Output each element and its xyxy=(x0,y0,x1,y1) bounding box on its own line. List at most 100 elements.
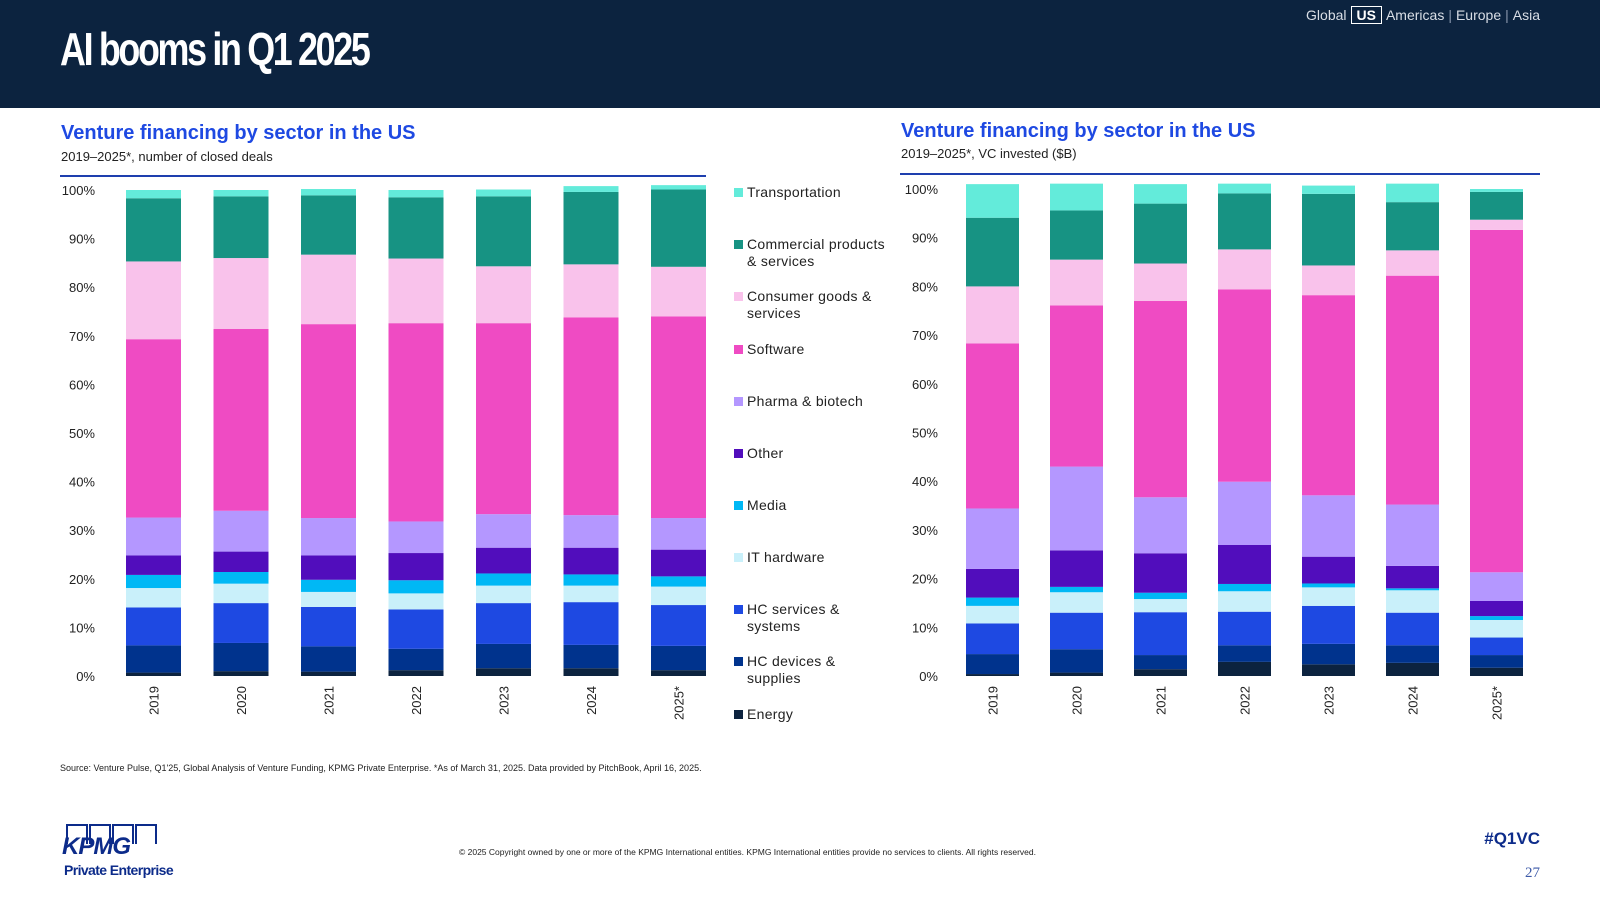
left-bar-segment xyxy=(213,603,269,643)
right-x-tick-label: 2025* xyxy=(1490,686,1505,720)
kpmg-logo-text: KPMG xyxy=(62,833,131,860)
right-bar-segment xyxy=(1470,601,1523,617)
right-y-tick-label: 10% xyxy=(912,620,938,635)
left-bar-segment xyxy=(388,190,444,198)
right-x-tick-label: 2024 xyxy=(1406,686,1421,715)
left-bar-segment xyxy=(126,198,181,262)
left-bar-segment xyxy=(126,645,181,673)
left-bar-segment xyxy=(388,648,444,671)
legend-swatch-icon xyxy=(734,710,743,719)
left-bar-segment xyxy=(301,646,356,672)
left-bar-segment xyxy=(651,185,706,190)
legend-item: Consumer goods & services xyxy=(734,288,872,322)
right-bar-segment xyxy=(1134,203,1187,264)
left-x-tick-label: 2022 xyxy=(409,686,424,715)
legend-swatch-icon xyxy=(734,345,743,354)
left-bar-segment xyxy=(301,555,356,580)
right-bar-segment xyxy=(1386,588,1439,591)
right-y-tick-label: 30% xyxy=(912,523,938,538)
right-bar-segment xyxy=(1302,295,1355,496)
legend-label: Consumer goods & services xyxy=(747,288,872,321)
source-note: Source: Venture Pulse, Q1'25, Global Ana… xyxy=(60,763,702,773)
page-number: 27 xyxy=(1525,865,1540,881)
right-bar-segment xyxy=(1218,193,1271,250)
left-bar-segment xyxy=(563,515,619,548)
left-bar-segment xyxy=(563,668,619,676)
right-bar-segment xyxy=(1386,202,1439,251)
left-y-tick-label: 20% xyxy=(69,572,95,587)
right-bar-segment xyxy=(1470,219,1523,230)
left-bar-segment xyxy=(651,518,706,550)
left-bar-segment xyxy=(651,576,706,587)
left-bar-segment xyxy=(126,339,181,518)
region-europe-link[interactable]: Europe xyxy=(1455,7,1502,23)
left-bar-segment xyxy=(563,574,619,586)
legend-swatch-icon xyxy=(734,657,743,666)
left-bar-segment xyxy=(476,323,531,515)
right-bar-segment xyxy=(1134,263,1187,302)
left-x-tick-label: 2023 xyxy=(497,686,512,715)
legend-item: Commercial products & services xyxy=(734,236,885,270)
left-bar-segment xyxy=(301,189,356,196)
right-bar-segment xyxy=(966,623,1019,655)
right-bar-segment xyxy=(1218,544,1271,584)
right-x-tick-label: 2021 xyxy=(1154,686,1169,715)
right-bar-segment xyxy=(1218,583,1271,592)
left-y-tick-label: 70% xyxy=(69,329,95,344)
right-bar-segment xyxy=(1302,587,1355,606)
legend-item: Pharma & biotech xyxy=(734,393,863,410)
right-bar-segment xyxy=(1470,572,1523,602)
left-bar-segment xyxy=(563,186,619,192)
right-bar-segment xyxy=(1134,599,1187,613)
left-y-tick-label: 90% xyxy=(69,232,95,247)
right-bar-segment xyxy=(1218,645,1271,662)
region-global-link[interactable]: Global xyxy=(1306,7,1347,23)
legend-label: Media xyxy=(747,497,787,513)
right-bar-segment xyxy=(1134,497,1187,554)
region-americas-link[interactable]: Americas xyxy=(1385,7,1445,23)
legend-item: Other xyxy=(734,445,784,462)
legend-swatch-icon xyxy=(734,501,743,510)
left-bar-segment xyxy=(563,317,619,516)
legend-label: HC devices & supplies xyxy=(747,653,836,686)
left-bar-segment xyxy=(563,644,619,669)
legend-item: IT hardware xyxy=(734,549,825,566)
right-bar-segment xyxy=(1386,612,1439,646)
left-bar-segment xyxy=(476,266,531,324)
right-bar-segment xyxy=(1050,466,1103,551)
right-bar-segment xyxy=(1302,583,1355,588)
kpmg-logo-boxes xyxy=(66,824,157,844)
right-bar-segment xyxy=(966,217,1019,287)
right-y-tick-label: 60% xyxy=(912,377,938,392)
left-bar-segment xyxy=(213,190,269,197)
left-bar-segment xyxy=(301,579,356,592)
left-bar-segment xyxy=(213,551,269,572)
left-y-tick-label: 100% xyxy=(62,183,96,198)
right-bar-segment xyxy=(1302,664,1355,676)
region-us-link-selected[interactable]: US xyxy=(1350,6,1382,24)
right-bar-segment xyxy=(966,184,1019,218)
right-bar-segment xyxy=(1302,556,1355,584)
header-bar: AI booms in Q1 2025 Global US Americas |… xyxy=(0,0,1600,108)
left-bar-segment xyxy=(126,607,181,646)
right-bar-segment xyxy=(966,343,1019,509)
right-bar-segment xyxy=(1386,183,1439,203)
right-bar-segment xyxy=(1050,586,1103,593)
region-asia-link[interactable]: Asia xyxy=(1512,7,1540,23)
left-bar-segment xyxy=(651,586,706,606)
legend-item: Media xyxy=(734,497,787,514)
right-bar-segment xyxy=(1218,183,1271,194)
legend-swatch-icon xyxy=(734,605,743,614)
legend-swatch-icon xyxy=(734,292,743,301)
left-bar-segment xyxy=(651,645,706,671)
right-bar-segment xyxy=(966,508,1019,569)
left-bar-segment xyxy=(476,643,531,669)
left-bar-segment xyxy=(476,189,531,197)
right-bar-segment xyxy=(1386,590,1439,613)
legend-label: Software xyxy=(747,341,805,357)
right-bar-segment xyxy=(1050,259,1103,306)
left-bar-segment xyxy=(301,518,356,556)
right-bar-segment xyxy=(1386,504,1439,566)
left-bar-segment xyxy=(213,510,269,552)
legend-item: Transportation xyxy=(734,184,841,201)
